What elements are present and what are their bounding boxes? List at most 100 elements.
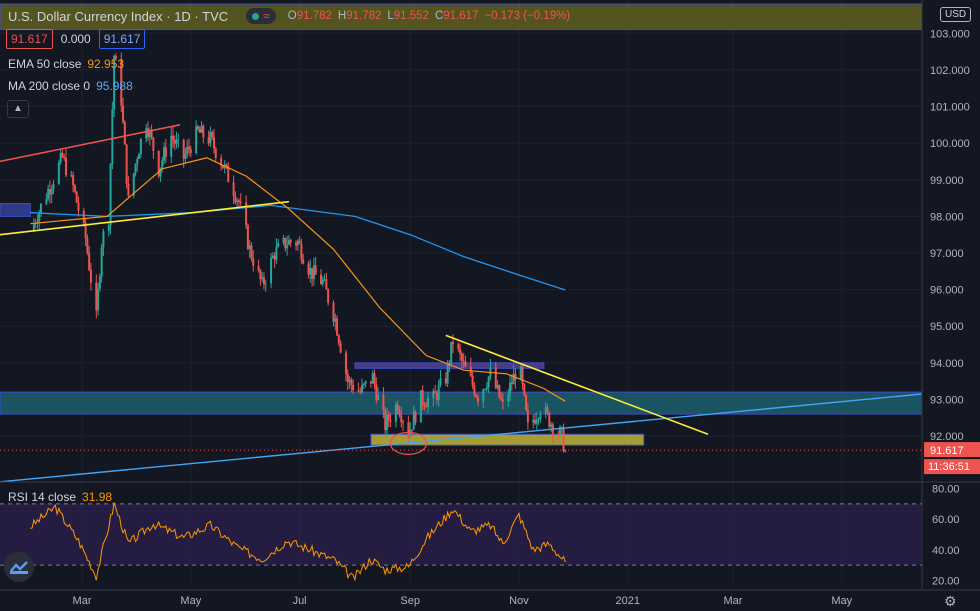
candle-body [200,125,203,133]
candle-body [152,137,155,151]
rsi-tick-label: 60.00 [932,514,960,526]
candle-body [114,55,117,59]
price-tick-label: 103.000 [930,28,970,40]
candle-body [412,411,415,430]
candle-body [302,259,305,264]
price-tick-label: 92.000 [930,431,964,443]
sell-button[interactable]: 91.617 [6,29,53,49]
candle-body [334,318,337,322]
candle-body [100,247,103,277]
candle-body [321,279,324,285]
candle-body [546,407,549,413]
candle-body [371,373,374,384]
candle-body [548,412,551,427]
candle-body [170,135,173,157]
candle-body [432,391,435,399]
candle-body [485,387,488,390]
candle-body [464,361,467,367]
candle-body [323,279,326,281]
time-tick-label: Mar [73,595,92,607]
candle-body [352,384,355,391]
candle-body [109,163,112,226]
symbol-title[interactable]: U.S. Dollar Currency Index · 1D · TVC [8,8,229,24]
ma-legend-label: MA 200 close 0 [8,79,91,93]
chevron-up-icon[interactable]: ▲ [7,100,29,118]
candle-body [525,394,528,411]
candle-body [136,159,139,164]
support-trendline [0,393,923,483]
candle-body [72,175,75,186]
candle-body [188,146,191,150]
candle-body [52,183,55,190]
candle-body [385,414,388,431]
candle-body [336,318,339,336]
candle-body [221,166,224,169]
last-price-tag-label: 91.617 [930,445,964,457]
candle-body [295,242,298,246]
candle-body [120,58,123,106]
ema50-line [30,157,566,402]
rsi-tick-label: 40.00 [932,545,960,557]
candle-body [227,165,230,183]
candle-body [364,381,367,384]
currency-badge[interactable]: USD [940,7,972,22]
candle-body [523,383,526,395]
candle-body [325,279,328,290]
price-tick-label: 99.000 [930,175,964,187]
resistance-trendline [445,334,709,435]
candle-body [213,137,216,149]
rsi-band [0,503,922,566]
rsi-legend-value: 31.98 [82,490,113,504]
candle-body [64,157,67,176]
price-tick-label: 93.000 [930,394,964,406]
rsi-tick-label: 80.00 [932,484,960,496]
countdown-tag-label: 11:36:51 [928,461,970,473]
candle-body [252,258,255,267]
candle-body [494,367,497,388]
candle-body [409,429,412,438]
candle-body [225,164,228,166]
candle-body [248,245,251,249]
candle-body [314,265,317,275]
candle-body [312,265,315,279]
candle-body [48,189,51,195]
candle-body [147,128,150,137]
candle-body [471,375,474,386]
buy-button[interactable]: 91.617 [98,29,146,49]
candle-body [387,414,390,421]
candle-body [134,163,137,174]
candle-body [70,175,73,177]
candle-body [186,146,189,154]
candle-body [500,397,503,400]
candle-body [482,389,485,402]
candle-body [539,413,542,420]
early-trendline-yellow [0,200,289,236]
candle-body [95,282,98,311]
candle-body [373,373,376,385]
candle-body [361,384,364,393]
candle-body [346,373,349,382]
candle-body [535,419,538,424]
candle-body [309,268,312,275]
high-label: H [337,10,347,22]
ema-legend[interactable]: EMA 50 close 92.953 [8,57,124,71]
tradingview-logo-icon[interactable] [4,552,34,582]
chart-header: U.S. Dollar Currency Index · 1D · TVC ≈ … [8,6,576,26]
candle-body [264,283,267,285]
gear-icon[interactable]: ⚙ [944,593,957,609]
market-status-pill[interactable]: ≈ [246,8,276,24]
ma-legend[interactable]: MA 200 close 0 95.988 [8,79,133,93]
candle-body [510,382,513,385]
candle-body [419,390,422,423]
candle-body [389,420,392,422]
rsi-legend[interactable]: RSI 14 close 31.98 [8,490,112,504]
candle-body [259,270,262,280]
low-label: L [387,10,394,22]
candle-body [534,419,537,424]
candle-body [257,266,260,271]
candle-body [38,212,41,223]
candle-body [61,152,64,157]
candle-body [562,427,565,452]
candle-body [519,367,522,380]
